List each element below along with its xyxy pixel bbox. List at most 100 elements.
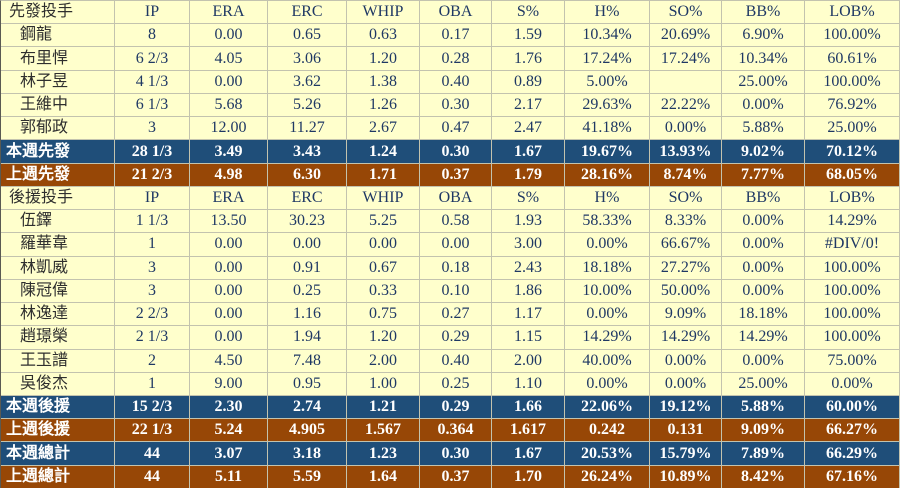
stat-cell: 11.27 xyxy=(268,117,347,141)
stat-cell: 0.00 xyxy=(190,256,268,280)
column-header-cell: ERC xyxy=(268,186,347,211)
stat-cell: 58.33% xyxy=(565,210,650,234)
stat-cell: 0.10 xyxy=(420,279,492,304)
stat-cell: 0.17 xyxy=(420,24,492,48)
player-name-cell: 郭郁政 xyxy=(1,117,115,141)
player-name-cell: 趙璟榮 xyxy=(1,326,115,350)
column-header-cell: ERA xyxy=(190,1,268,25)
stat-cell: 76.92% xyxy=(805,93,900,118)
summary-stat-cell: 13.93% xyxy=(650,140,722,164)
player-row: 林凱威 3 0.00 0.91 0.67 0.18 2.43 18.18% 27.27% 0.00… xyxy=(1,256,900,280)
stat-cell: 27.27% xyxy=(650,256,722,280)
summary-stat-cell: 0.364 xyxy=(420,419,492,443)
player-name-cell: 鋼龍 xyxy=(1,24,115,48)
summary-stat-cell: 66.29% xyxy=(805,442,900,466)
summary-stat-cell: 0.242 xyxy=(565,419,650,443)
stat-cell: 2.67 xyxy=(347,117,420,141)
stat-cell: 2.17 xyxy=(492,93,565,118)
stat-cell: 5.68 xyxy=(190,93,268,118)
player-row: 王玉譜 2 4.50 7.48 2.00 0.40 2.00 40.00% 0.00% 0.00%… xyxy=(1,349,900,373)
column-header-cell: H% xyxy=(565,1,650,25)
stat-cell: 0.00 xyxy=(420,233,492,257)
stat-cell: 4.50 xyxy=(190,349,268,373)
stat-cell: 0.00 xyxy=(190,233,268,257)
stat-cell: 5.25 xyxy=(347,210,420,234)
stat-cell: 9.09% xyxy=(650,303,722,327)
summary-stat-cell: 3.18 xyxy=(268,442,347,466)
column-header-cell: SO% xyxy=(650,186,722,211)
stat-cell: 5.88% xyxy=(722,117,805,141)
stat-cell: 41.18% xyxy=(565,117,650,141)
stat-cell: 5.26 xyxy=(268,93,347,118)
stat-cell: 0.30 xyxy=(420,93,492,118)
summary-stat-cell: 1.64 xyxy=(347,465,420,488)
stat-cell: 1.86 xyxy=(492,279,565,304)
stat-cell: 0.00 xyxy=(190,326,268,350)
player-name-cell: 布里悍 xyxy=(1,47,115,71)
stat-cell: 2.00 xyxy=(492,349,565,373)
summary-stat-cell: 28.16% xyxy=(565,163,650,187)
stat-cell: 0.00% xyxy=(565,372,650,396)
summary-stat-cell: 68.05% xyxy=(805,163,900,187)
stat-cell: 10.00% xyxy=(565,279,650,304)
summary-label-cell: 本週總計 xyxy=(1,442,115,466)
stat-cell: 1.94 xyxy=(268,326,347,350)
summary-stat-cell: 0.29 xyxy=(420,395,492,420)
stat-cell: 0.00 xyxy=(347,233,420,257)
stat-cell: 100.00% xyxy=(805,279,900,304)
stat-cell: 7.48 xyxy=(268,349,347,373)
summary-stat-cell: 3.49 xyxy=(190,140,268,164)
stat-cell: 0.00% xyxy=(722,256,805,280)
stat-cell: 0.89 xyxy=(492,70,565,94)
player-row: 陳冠偉 3 0.00 0.25 0.33 0.10 1.86 10.00% 50.00% 0.00… xyxy=(1,279,900,304)
stat-cell: 0.00% xyxy=(722,210,805,234)
stat-cell: 2.43 xyxy=(492,256,565,280)
stat-cell: 1.16 xyxy=(268,303,347,327)
stat-cell: 0.58 xyxy=(420,210,492,234)
stat-cell: 0.00% xyxy=(722,349,805,373)
summary-row: 上週先發 21 2/3 4.98 6.30 1.71 0.37 1.79 28.16% 8.74… xyxy=(1,163,900,187)
stat-cell: 13.50 xyxy=(190,210,268,234)
stat-cell: 9.00 xyxy=(190,372,268,396)
stat-cell: 14.29% xyxy=(650,326,722,350)
player-name-cell: 陳冠偉 xyxy=(1,279,115,304)
stat-cell: 0.00% xyxy=(722,233,805,257)
summary-stat-cell: 0.37 xyxy=(420,465,492,488)
summary-stat-cell: 4.905 xyxy=(268,419,347,443)
summary-stat-cell: 3.43 xyxy=(268,140,347,164)
stat-cell: 0.25 xyxy=(420,372,492,396)
stat-cell: 0.00% xyxy=(650,372,722,396)
stat-cell: 0.25 xyxy=(268,279,347,304)
stat-cell: 0.29 xyxy=(420,326,492,350)
summary-stat-cell: 60.00% xyxy=(805,395,900,420)
column-header-cell: BB% xyxy=(722,1,805,25)
summary-stat-cell: 4.98 xyxy=(190,163,268,187)
player-row: 鋼龍 8 0.00 0.65 0.63 0.17 1.59 10.34% 20.69% 6.90%… xyxy=(1,24,900,48)
player-row: 羅華韋 1 0.00 0.00 0.00 0.00 3.00 0.00% 66.67% 0.00%… xyxy=(1,233,900,257)
stat-cell: 0.00% xyxy=(565,303,650,327)
stat-cell: 2 2/3 xyxy=(115,303,190,327)
summary-stat-cell: 20.53% xyxy=(565,442,650,466)
summary-stat-cell: 5.59 xyxy=(268,465,347,488)
column-header-cell: LOB% xyxy=(805,186,900,211)
stat-cell: 1 xyxy=(115,233,190,257)
stat-cell: 4.05 xyxy=(190,47,268,71)
stat-cell: 1.38 xyxy=(347,70,420,94)
column-header-cell: 先發投手 xyxy=(1,1,115,25)
summary-stat-cell: 5.88% xyxy=(722,395,805,420)
stat-cell: 8.33% xyxy=(650,210,722,234)
column-header-row: 先發投手 IP ERA ERC WHIP OBA S% H% SO% BB% LOB% xyxy=(1,1,900,25)
summary-stat-cell: 1.70 xyxy=(492,465,565,488)
stat-cell: 1.20 xyxy=(347,47,420,71)
stat-cell: 100.00% xyxy=(805,70,900,94)
stat-cell: 0.28 xyxy=(420,47,492,71)
stat-cell: 3.06 xyxy=(268,47,347,71)
stat-cell: 0.27 xyxy=(420,303,492,327)
stat-cell: 18.18% xyxy=(722,303,805,327)
summary-stat-cell: 1.21 xyxy=(347,395,420,420)
stat-cell: 0.75 xyxy=(347,303,420,327)
column-header-cell: IP xyxy=(115,186,190,211)
summary-stat-cell: 5.24 xyxy=(190,419,268,443)
column-header-cell: BB% xyxy=(722,186,805,211)
